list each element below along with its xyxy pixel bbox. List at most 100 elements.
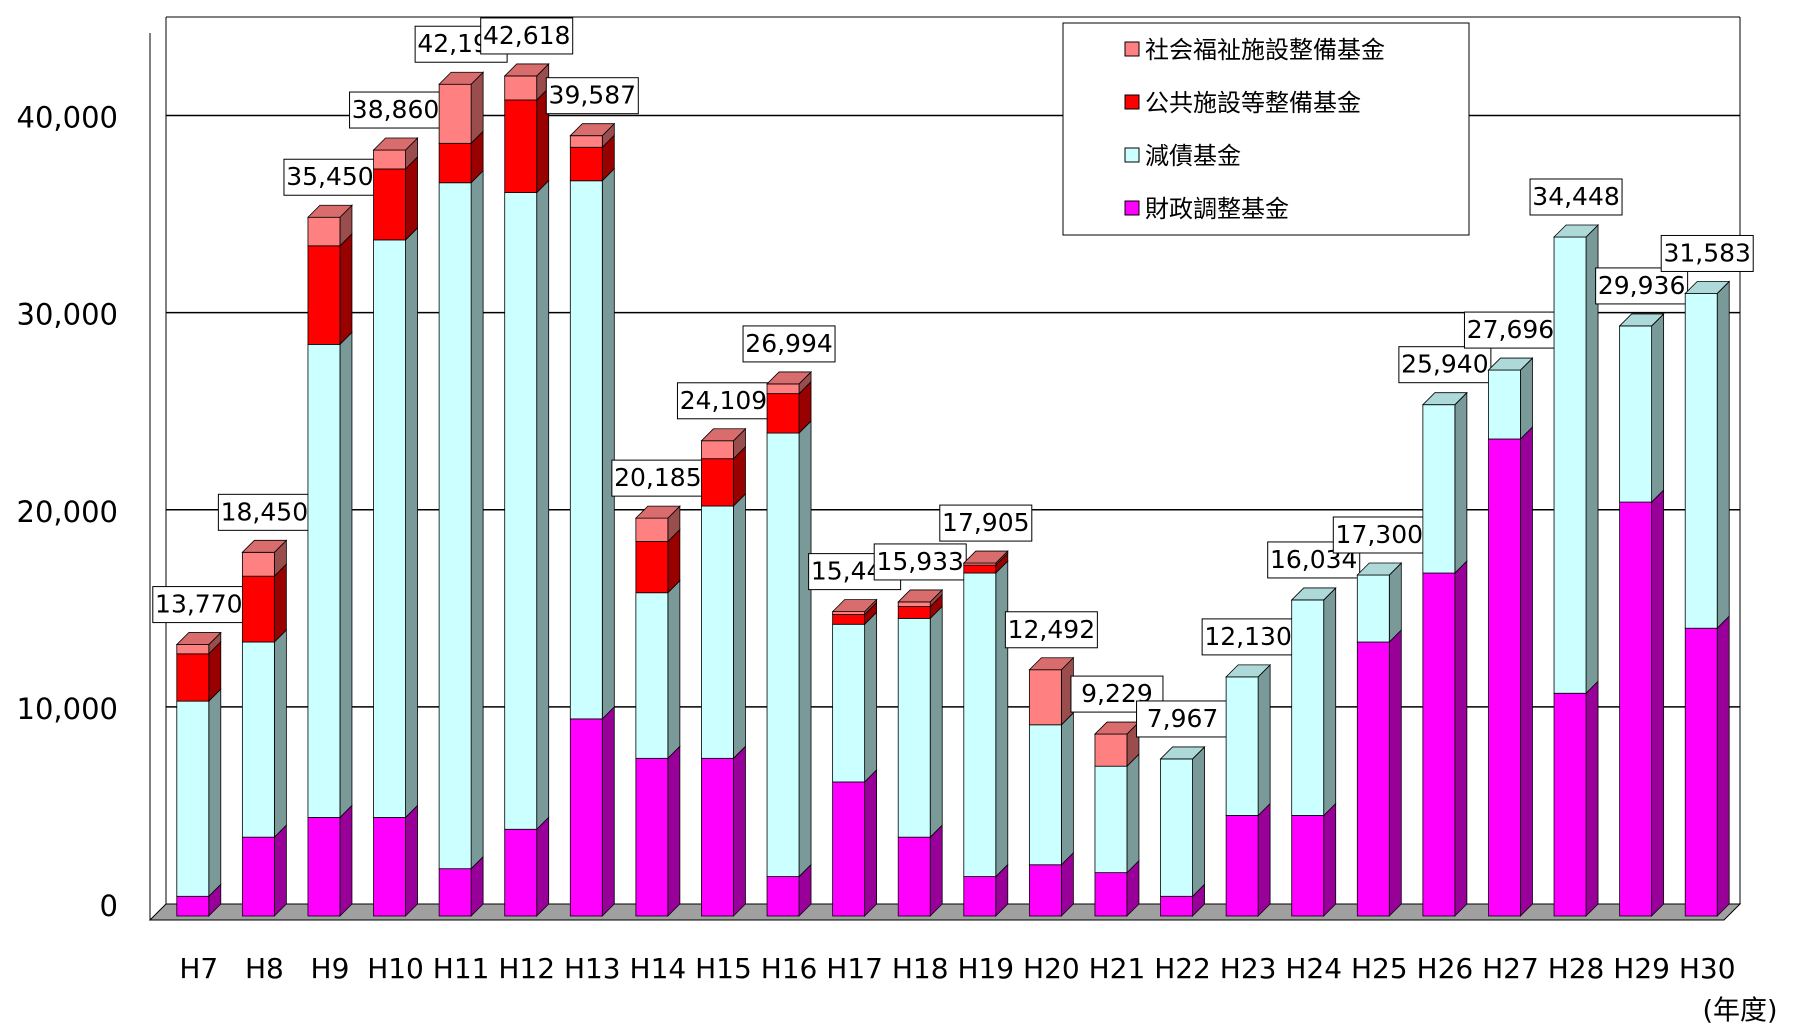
bar-side: [798, 420, 812, 878]
bar-segment: [176, 653, 210, 702]
bar-side: [339, 331, 353, 819]
bar-segment: [832, 614, 866, 625]
bar-side: [667, 579, 681, 760]
bar-side: [667, 745, 681, 917]
bar-top: [1028, 657, 1075, 671]
bar-segment: [766, 383, 800, 395]
total-label: 25,940: [1401, 350, 1488, 379]
bar-segment: [635, 592, 669, 759]
bar-side: [405, 155, 418, 241]
total-label: 12,492: [1008, 615, 1095, 644]
total-label-box: [480, 17, 574, 55]
bar-top: [1618, 313, 1665, 327]
bar-side: [470, 169, 484, 870]
bar-top: [372, 137, 419, 151]
bar-side: [733, 745, 746, 917]
bar-segment: [373, 239, 406, 818]
x-tick-label: H16: [761, 952, 818, 985]
bar-side: [1454, 560, 1468, 917]
bar-segment: [766, 393, 800, 434]
total-label-box: [1004, 611, 1098, 649]
total-label: 29,936: [1598, 271, 1685, 300]
total-label: 13,770: [155, 590, 242, 619]
bar-top: [569, 123, 616, 137]
bar-segment: [1225, 676, 1259, 816]
bar-segment: [766, 432, 800, 877]
bar-side: [929, 605, 943, 839]
bar-segment: [1291, 599, 1325, 816]
bar-side: [1454, 391, 1468, 574]
bar-side: [601, 167, 615, 720]
bar-segment: [1160, 758, 1193, 897]
bar-side: [733, 493, 746, 760]
bar-segment: [307, 216, 341, 247]
legend-swatch: [1124, 41, 1140, 57]
y-tick-label: 20,000: [17, 495, 118, 529]
total-label: 27,696: [1467, 315, 1554, 344]
x-tick-label: H26: [1417, 952, 1474, 985]
bar-top: [306, 204, 353, 218]
x-tick-label: H21: [1089, 952, 1146, 985]
legend-label: 社会福祉施設整備基金: [1145, 36, 1385, 64]
x-tick-label: H12: [498, 952, 555, 985]
bar-top: [438, 71, 485, 85]
total-label-box: [1529, 178, 1623, 216]
bar-side: [405, 804, 418, 917]
bar-side: [1388, 629, 1402, 917]
bar-side: [1323, 586, 1337, 817]
bar-segment: [438, 83, 472, 144]
x-tick-label: H8: [245, 952, 284, 985]
total-label: 35,450: [286, 162, 373, 191]
bar-segment: [963, 564, 997, 574]
bar-segment: [504, 75, 538, 101]
bar-segment: [1422, 572, 1456, 917]
total-label: 31,583: [1663, 238, 1750, 267]
bar-segment: [1028, 864, 1062, 917]
bar-segment: [832, 781, 866, 917]
bar-side: [1651, 312, 1665, 504]
legend-swatch: [1124, 147, 1140, 163]
total-label-box: [1398, 346, 1492, 384]
total-label: 26,994: [745, 329, 832, 358]
bar-segment: [963, 876, 997, 917]
total-label-box: [939, 504, 1033, 542]
bar-top: [1225, 664, 1272, 678]
total-label: 20,185: [614, 463, 701, 492]
bar-segment: [1028, 724, 1062, 866]
x-tick-label: H25: [1351, 952, 1408, 985]
bar-segment: [832, 623, 866, 783]
bar-segment: [701, 458, 734, 507]
bar-segment: [635, 517, 669, 542]
bar-segment: [241, 551, 275, 577]
bar-segment: [373, 149, 406, 170]
total-label-box: [873, 543, 967, 581]
bar-side: [864, 768, 878, 917]
bar-side: [1520, 357, 1533, 440]
total-label: 15,933: [876, 547, 963, 576]
x-tick-label: H7: [179, 952, 218, 985]
y-tick-label: 30,000: [17, 298, 118, 332]
x-tick-label: H20: [1023, 952, 1080, 985]
bar-top: [700, 428, 747, 442]
bar-top: [503, 63, 550, 77]
bar-segment: [1160, 895, 1193, 917]
bar-side: [339, 232, 353, 346]
bar-segment: [241, 836, 275, 917]
bar-side: [536, 179, 550, 831]
bar-side: [208, 688, 222, 898]
bar-segment: [701, 757, 734, 917]
total-label-box: [545, 77, 639, 115]
x-tick-label: H11: [433, 952, 490, 985]
bar-segment: [438, 868, 472, 917]
x-tick-label: H10: [367, 952, 424, 985]
bar-top: [634, 505, 681, 519]
bar-top: [1553, 224, 1600, 238]
bar-segment: [1094, 872, 1128, 917]
bar-side: [1585, 680, 1599, 917]
bar-top: [1421, 392, 1468, 406]
bar-top: [1684, 281, 1731, 294]
x-tick-label: H27: [1482, 952, 1539, 985]
bar-side: [1257, 663, 1271, 817]
bar-side: [1520, 426, 1533, 917]
